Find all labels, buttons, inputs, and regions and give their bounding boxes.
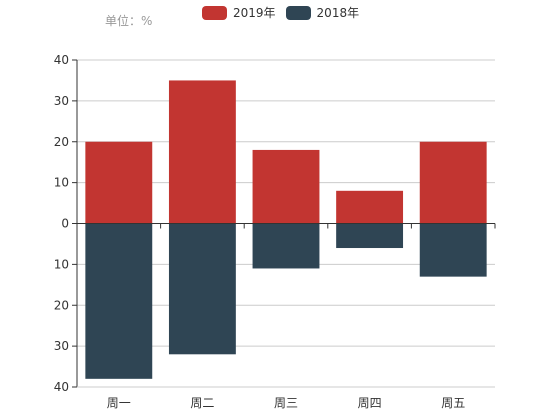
x-tick-label: 周五 — [441, 396, 465, 410]
legend-swatch-2019 — [202, 5, 227, 20]
bar-2019[interactable] — [168, 80, 236, 224]
legend-label-2019: 2019年 — [233, 6, 276, 20]
y-tick-label: 10 — [54, 176, 69, 190]
bar-2019[interactable] — [85, 141, 153, 224]
bar-2018[interactable] — [336, 223, 404, 249]
x-tick-label: 周四 — [358, 396, 382, 410]
bar-2018[interactable] — [85, 223, 153, 379]
y-tick-label: 40 — [54, 380, 69, 394]
bar-2018[interactable] — [419, 223, 487, 277]
bar-2019[interactable] — [252, 149, 320, 224]
y-tick-label: 10 — [54, 257, 69, 271]
x-tick-label: 周一 — [107, 396, 131, 410]
y-tick-label: 0 — [61, 217, 69, 231]
x-tick-label: 周三 — [274, 396, 298, 410]
y-tick-label: 30 — [54, 94, 69, 108]
legend-label-2018: 2018年 — [316, 6, 360, 20]
legend-item-2019[interactable]: 2019年 — [202, 4, 276, 21]
unit-label: 单位：% — [105, 14, 153, 28]
x-tick-label: 周二 — [190, 396, 214, 410]
bar-2018[interactable] — [252, 223, 320, 269]
y-tick-label: 20 — [54, 135, 69, 149]
bar-2019[interactable] — [419, 141, 487, 224]
legend: 2019年 2018年 — [202, 4, 359, 21]
legend-item-2018[interactable]: 2018年 — [285, 4, 360, 21]
legend-swatch-2018 — [285, 5, 311, 20]
bar-2018[interactable] — [168, 223, 236, 355]
bar-2019[interactable] — [336, 190, 404, 224]
y-tick-label: 20 — [54, 298, 69, 312]
y-tick-label: 40 — [54, 53, 69, 67]
y-tick-label: 30 — [54, 339, 69, 353]
